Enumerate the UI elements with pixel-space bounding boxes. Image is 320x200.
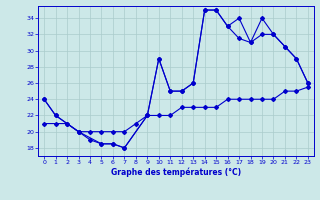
X-axis label: Graphe des températures (°C): Graphe des températures (°C) [111, 168, 241, 177]
